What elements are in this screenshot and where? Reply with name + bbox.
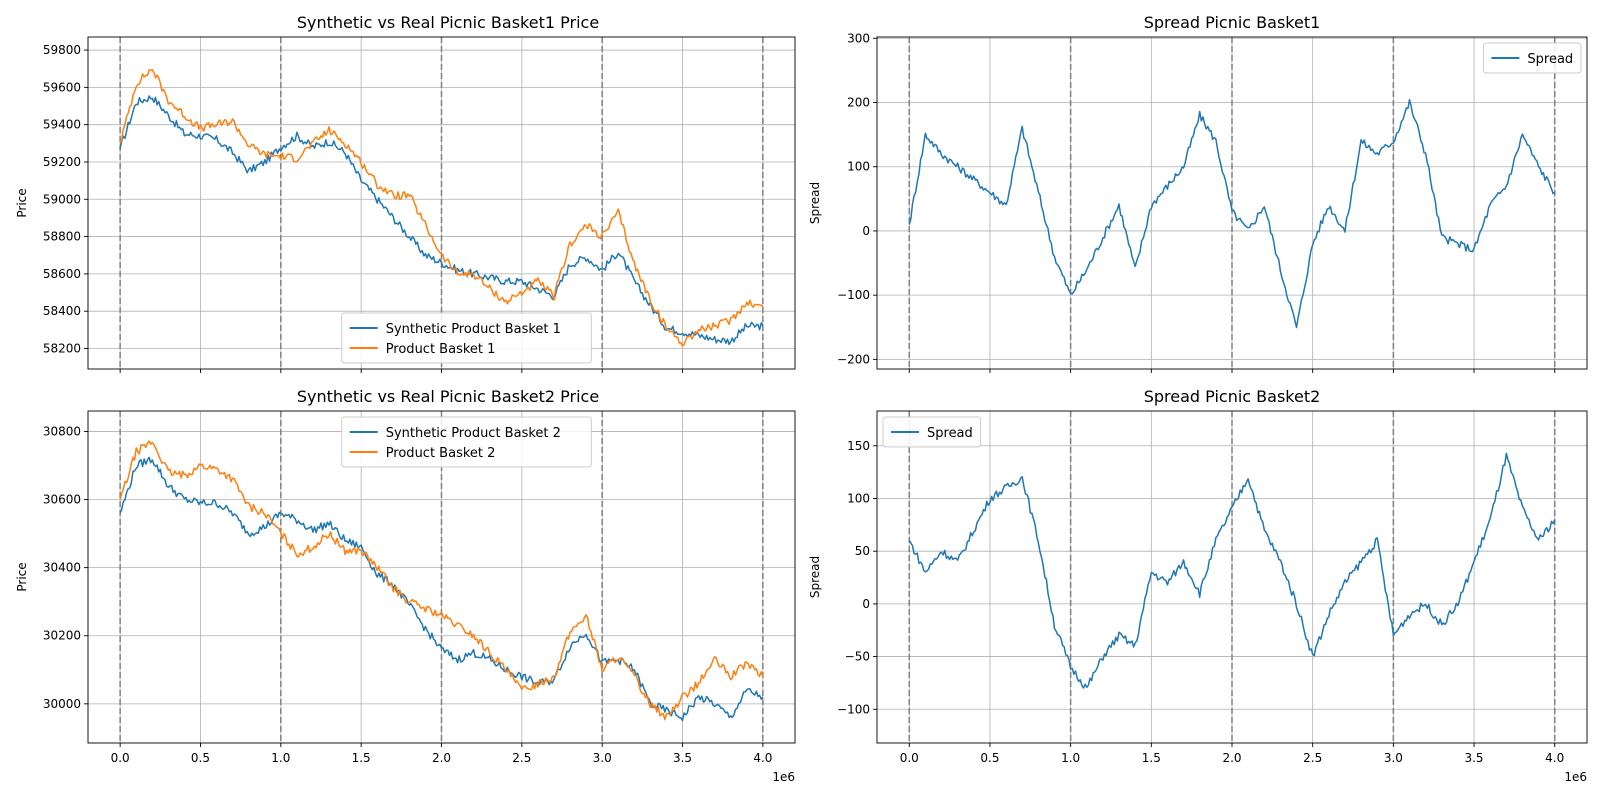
x-tick-label: 1.5 [1142, 751, 1161, 765]
x-tick-label: 0.0 [900, 751, 919, 765]
x-tick-label: 1.0 [1061, 751, 1080, 765]
x-tick-label: 0.5 [191, 751, 210, 765]
y-tick-label: 30200 [43, 629, 81, 643]
panel-basket2-spread: Spread Picnic Basket2 Spread 0.0 0.5 1.0 1.… [808, 387, 1588, 784]
y-tick-label: 30600 [43, 493, 81, 507]
y-tick-label: 30000 [43, 697, 81, 711]
series-line [119, 440, 764, 721]
legend: Spread [1482, 42, 1582, 74]
y-tick-label: −50 [845, 650, 870, 664]
series-line [119, 69, 764, 347]
x-tick-label: 2.0 [1222, 751, 1241, 765]
x-tick-label: 2.5 [1303, 751, 1322, 765]
y-tick-label: 59800 [43, 43, 81, 57]
y-tick-label: 59400 [43, 118, 81, 132]
y-axis-label: Spread [808, 556, 822, 598]
x-tick-label: 0.5 [980, 751, 999, 765]
y-tick-label: 59600 [43, 80, 81, 94]
legend-box [882, 416, 982, 448]
x-tick-label: 4.0 [753, 751, 772, 765]
panel-basket2-price: Synthetic vs Real Picnic Basket2 Price P… [15, 387, 796, 784]
panel-basket1-spread: Spread Picnic Basket1 Spread −200 −100 0 10… [808, 13, 1588, 373]
x-tick-label: 3.0 [593, 751, 612, 765]
legend-entry: Synthetic Product Basket 1 [386, 322, 561, 337]
x-tick-label: 1.0 [271, 751, 290, 765]
y-axis-label: Price [15, 562, 29, 591]
y-tick-label: 0 [862, 597, 870, 611]
x-tick-label: 3.0 [1384, 751, 1403, 765]
x-tick-label: 0.0 [111, 751, 130, 765]
panel-title: Synthetic vs Real Picnic Basket2 Price [297, 387, 599, 406]
legend-entry: Synthetic Product Basket 2 [386, 426, 561, 441]
y-tick-label: 58200 [43, 341, 81, 355]
y-tick-label: 100 [847, 160, 870, 174]
panel-title: Spread Picnic Basket1 [1144, 13, 1321, 32]
x-tick-label: 3.5 [673, 751, 692, 765]
y-tick-label: 0 [862, 224, 870, 238]
y-tick-label: −100 [837, 702, 870, 716]
legend: Spread [882, 416, 982, 448]
y-axis-label: Spread [808, 182, 822, 224]
legend-entry: Product Basket 1 [386, 342, 496, 357]
y-tick-label: −200 [837, 352, 870, 366]
x-tick-label: 4.0 [1545, 751, 1564, 765]
y-tick-label: 58800 [43, 230, 81, 244]
x-tick-label: 3.5 [1464, 751, 1483, 765]
y-tick-label: 30400 [43, 561, 81, 575]
x-tick-label: 1.5 [352, 751, 371, 765]
y-tick-label: 58400 [43, 304, 81, 318]
y-tick-label: 59200 [43, 155, 81, 169]
y-axis-label: Price [15, 188, 29, 217]
panel-title: Synthetic vs Real Picnic Basket1 Price [297, 13, 599, 32]
x-tick-label: 2.0 [432, 751, 451, 765]
legend-box [1482, 42, 1582, 74]
y-tick-label: 300 [847, 31, 870, 45]
x-tick-label: 2.5 [512, 751, 531, 765]
y-tick-label: 200 [847, 96, 870, 110]
y-tick-label: 59000 [43, 192, 81, 206]
legend-box [341, 416, 592, 468]
x-offset-label: 1e6 [1564, 770, 1587, 784]
y-tick-label: −100 [837, 288, 870, 302]
y-tick-label: 150 [847, 439, 870, 453]
legend-entry: Product Basket 2 [386, 446, 496, 461]
y-tick-label: 58600 [43, 267, 81, 281]
x-offset-label: 1e6 [772, 770, 795, 784]
panel-basket1-price: Synthetic vs Real Picnic Basket1 Price P… [15, 13, 796, 373]
y-tick-label: 50 [855, 544, 870, 558]
series-line [908, 99, 1556, 329]
legend-entry: Spread [1527, 52, 1573, 67]
legend: Synthetic Product Basket 1 Product Basket… [341, 312, 592, 364]
panel-title: Spread Picnic Basket2 [1144, 387, 1321, 406]
legend-entry: Spread [927, 426, 973, 441]
y-tick-label: 100 [847, 491, 870, 505]
series-line [908, 452, 1556, 689]
legend-box [341, 312, 592, 364]
y-tick-label: 30800 [43, 424, 81, 438]
legend: Synthetic Product Basket 2 Product Basket… [341, 416, 592, 468]
